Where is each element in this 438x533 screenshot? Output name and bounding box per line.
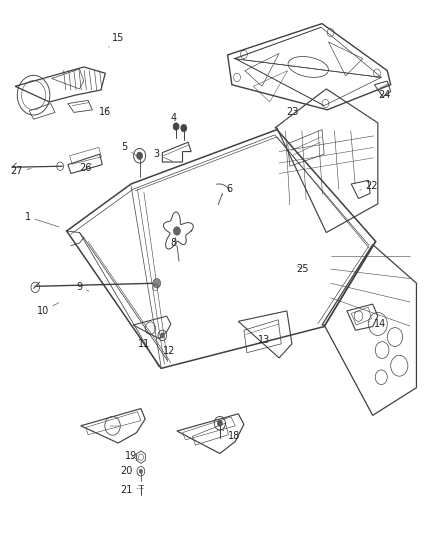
Text: 11: 11	[138, 334, 152, 349]
Text: 22: 22	[360, 181, 378, 190]
Text: 14: 14	[368, 319, 386, 329]
Text: 27: 27	[10, 166, 31, 176]
Text: 4: 4	[171, 112, 178, 128]
Circle shape	[173, 227, 180, 235]
Text: 19: 19	[125, 450, 138, 461]
Circle shape	[173, 123, 179, 130]
Text: 1: 1	[25, 212, 59, 227]
Text: 24: 24	[374, 90, 390, 100]
Text: 5: 5	[121, 142, 138, 157]
Text: 23: 23	[286, 103, 302, 117]
Circle shape	[181, 124, 187, 132]
Text: 21: 21	[120, 485, 138, 495]
Text: 6: 6	[222, 184, 233, 195]
Text: 20: 20	[120, 466, 138, 477]
Text: 8: 8	[171, 238, 177, 248]
Text: 25: 25	[297, 264, 309, 274]
Text: 3: 3	[154, 149, 173, 161]
Text: 12: 12	[163, 342, 176, 356]
Text: 9: 9	[77, 282, 89, 293]
Text: 13: 13	[258, 332, 270, 345]
Text: 26: 26	[80, 163, 92, 173]
Text: 15: 15	[108, 33, 124, 47]
Text: 16: 16	[99, 107, 111, 117]
Circle shape	[217, 420, 223, 426]
Circle shape	[153, 279, 161, 288]
Text: 10: 10	[37, 303, 59, 316]
Circle shape	[139, 469, 143, 473]
Circle shape	[160, 333, 165, 338]
Circle shape	[137, 152, 143, 159]
Text: 18: 18	[223, 430, 240, 441]
